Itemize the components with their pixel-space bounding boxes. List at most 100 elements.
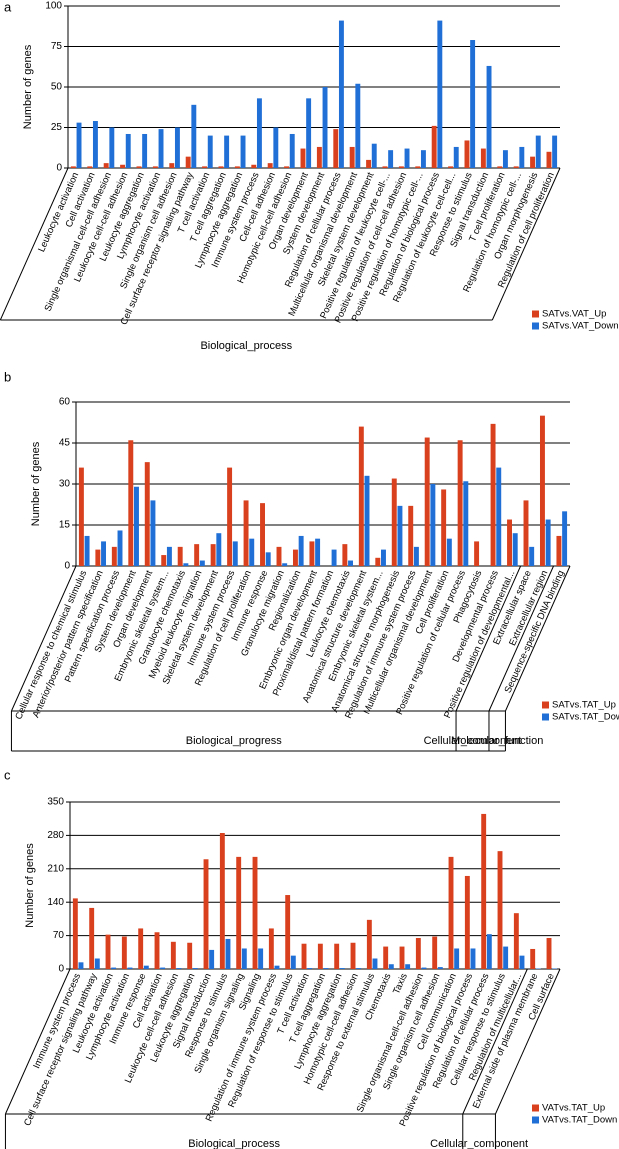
bar xyxy=(285,895,291,969)
bar xyxy=(397,505,403,566)
bar xyxy=(431,125,437,168)
bar xyxy=(315,538,321,566)
bar xyxy=(289,133,295,168)
bar xyxy=(125,133,131,168)
bar xyxy=(95,549,101,566)
bar xyxy=(128,440,134,566)
bar xyxy=(486,65,492,168)
bar xyxy=(398,166,404,168)
bar xyxy=(202,166,208,168)
y-axis-label: Number of genes xyxy=(22,44,34,129)
bar xyxy=(545,519,551,566)
bar xyxy=(249,538,255,566)
bar xyxy=(523,500,529,566)
bar xyxy=(265,552,271,566)
bar xyxy=(143,965,149,969)
bar xyxy=(383,946,389,969)
y-tick-label: 50 xyxy=(51,82,63,93)
bar xyxy=(170,941,176,969)
y-axis-label: Number of genes xyxy=(30,441,42,526)
bar xyxy=(546,937,552,969)
bar xyxy=(502,150,508,168)
bar xyxy=(154,932,160,969)
bar xyxy=(298,535,304,566)
bar xyxy=(437,20,443,168)
bar xyxy=(267,163,273,168)
bar xyxy=(307,968,313,969)
bar xyxy=(535,135,541,168)
bar xyxy=(185,156,191,168)
bar xyxy=(441,489,447,566)
bar xyxy=(513,166,519,168)
legend-label: SATvs.TAT_Up xyxy=(552,700,616,711)
legend-swatch xyxy=(542,701,549,709)
bar xyxy=(470,948,476,969)
bar xyxy=(274,965,280,969)
legend-label: VATvs.TAT_Down xyxy=(542,1115,617,1126)
bar xyxy=(519,955,525,969)
bar xyxy=(356,968,362,969)
bar xyxy=(138,928,144,969)
bar xyxy=(260,503,265,566)
legend-swatch xyxy=(532,310,539,318)
bar xyxy=(454,948,460,969)
group-separator xyxy=(462,968,528,1115)
bar xyxy=(448,166,454,168)
panel-label: b xyxy=(4,369,11,384)
bar xyxy=(207,135,213,168)
y-tick-label: 0 xyxy=(56,163,62,174)
bar xyxy=(240,135,246,168)
bar xyxy=(497,166,503,168)
bar xyxy=(530,948,536,969)
bar xyxy=(348,560,354,566)
bar xyxy=(366,919,372,969)
bar xyxy=(432,936,438,969)
bar xyxy=(218,166,224,168)
bar xyxy=(105,934,111,969)
bar xyxy=(388,150,394,168)
group-separator xyxy=(488,565,554,712)
bar xyxy=(290,955,296,969)
bar xyxy=(241,948,247,969)
bar xyxy=(464,140,470,168)
bar xyxy=(375,557,381,566)
bar xyxy=(424,437,430,566)
y-tick-label: 0 xyxy=(64,561,70,572)
bar xyxy=(292,549,298,566)
bar xyxy=(490,423,496,566)
bar xyxy=(160,967,166,969)
bar xyxy=(512,533,518,566)
bar xyxy=(183,563,189,566)
bar xyxy=(333,129,339,168)
bar xyxy=(109,127,115,168)
bar xyxy=(111,546,117,566)
bar xyxy=(174,127,180,168)
bar xyxy=(276,546,282,566)
bar xyxy=(546,151,552,168)
bar xyxy=(338,20,344,168)
bar xyxy=(474,541,480,566)
bar xyxy=(486,934,492,969)
bar xyxy=(556,535,562,566)
bar xyxy=(234,166,240,168)
bar xyxy=(317,943,323,969)
bar xyxy=(252,856,258,969)
y-tick-label: 45 xyxy=(59,438,71,449)
y-tick-label: 60 xyxy=(59,397,71,408)
bar xyxy=(152,166,158,168)
bar xyxy=(232,541,238,566)
group-label: Molecular_function xyxy=(451,735,543,747)
y-tick-label: 280 xyxy=(47,830,64,841)
y-tick-label: 100 xyxy=(45,1,62,12)
bar xyxy=(415,166,421,168)
bar xyxy=(382,166,388,168)
bar xyxy=(103,163,109,168)
bar xyxy=(243,500,249,566)
bar xyxy=(282,563,288,566)
bar xyxy=(413,546,419,566)
bar xyxy=(117,530,123,566)
bar xyxy=(529,546,535,566)
bar xyxy=(94,958,100,969)
bar xyxy=(358,426,364,566)
